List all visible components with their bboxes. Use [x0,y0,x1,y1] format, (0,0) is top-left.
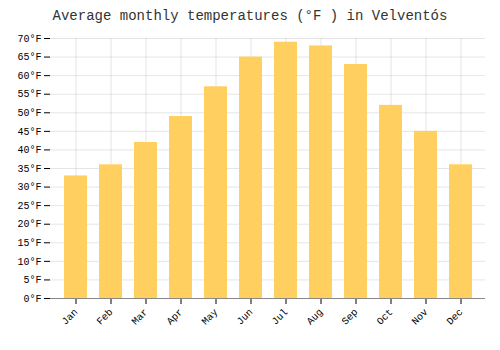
svg-text:55°F: 55°F [17,89,41,100]
svg-text:Apr: Apr [165,307,186,328]
svg-text:60°F: 60°F [17,71,41,82]
svg-text:Nov: Nov [410,307,431,328]
svg-text:Jul: Jul [270,307,291,328]
svg-text:10°F: 10°F [17,257,41,268]
svg-text:0°F: 0°F [23,294,41,305]
svg-text:Mar: Mar [130,307,151,328]
svg-text:15°F: 15°F [17,238,41,249]
svg-text:5°F: 5°F [23,275,41,286]
svg-text:50°F: 50°F [17,108,41,119]
svg-text:Aug: Aug [305,307,326,328]
svg-text:Dec: Dec [445,307,466,328]
svg-text:25°F: 25°F [17,201,41,212]
svg-text:Jan: Jan [60,307,81,328]
svg-text:65°F: 65°F [17,52,41,63]
svg-text:45°F: 45°F [17,127,41,138]
svg-text:Sep: Sep [340,307,361,328]
svg-text:30°F: 30°F [17,182,41,193]
svg-text:Jun: Jun [235,307,256,328]
svg-text:Oct: Oct [375,307,396,328]
svg-text:May: May [200,307,221,328]
svg-text:35°F: 35°F [17,164,41,175]
svg-text:70°F: 70°F [17,34,41,45]
svg-text:20°F: 20°F [17,219,41,230]
svg-text:40°F: 40°F [17,145,41,156]
html-text:Average monthly temperatures (: Average monthly temperatures (°F ) in Ve… [52,8,448,24]
svg-text:Feb: Feb [95,307,116,328]
